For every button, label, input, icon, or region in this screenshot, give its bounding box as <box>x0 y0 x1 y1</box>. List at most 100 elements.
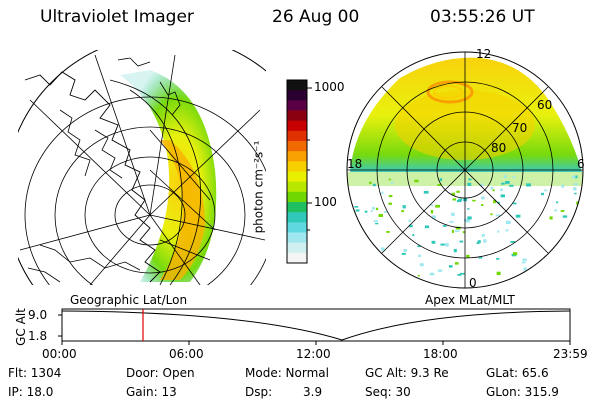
emission-speckle <box>384 211 387 213</box>
emission-speckle <box>417 274 420 277</box>
emission-speckle <box>381 191 384 195</box>
colorbar-swatch <box>287 90 307 101</box>
colorbar-swatch <box>287 212 307 223</box>
emission-speckle <box>493 199 496 204</box>
emission-speckle <box>402 205 406 209</box>
aurora-bright-core <box>160 140 205 280</box>
colorbar <box>286 79 312 264</box>
emission-speckle <box>521 261 526 264</box>
emission-speckle <box>522 258 527 262</box>
colorbar-swatch <box>287 202 307 213</box>
colorbar-swatch <box>287 181 307 193</box>
emission-speckle <box>432 215 436 219</box>
geographic-map <box>18 50 266 285</box>
emission-speckle <box>457 274 462 276</box>
emission-speckle <box>575 175 578 179</box>
emission-speckle <box>373 220 378 222</box>
emission-speckle <box>419 263 424 267</box>
mlt-label-6: 6 <box>577 157 585 171</box>
emission-speckle <box>414 179 419 183</box>
emission-speckle <box>509 184 514 187</box>
timeline-xtick-0000: 00:00 <box>42 347 77 361</box>
emission-speckle <box>572 264 576 267</box>
emission-speckle <box>417 245 421 248</box>
emission-speckle <box>377 264 382 268</box>
timeline-xtick-2359: 23:59 <box>553 347 588 361</box>
emission-speckle <box>451 212 455 217</box>
emission-speckle <box>496 258 500 260</box>
emission-speckle <box>372 183 376 187</box>
emission-speckle <box>378 214 383 217</box>
emission-speckle <box>572 175 576 179</box>
emission-speckle <box>371 248 375 251</box>
coastline <box>24 71 161 283</box>
right-map-caption: Apex MLat/MLT <box>425 293 515 307</box>
emission-speckle <box>510 241 516 243</box>
emission-speckle <box>451 229 454 233</box>
emission-speckle <box>576 251 580 254</box>
emission-speckle <box>472 199 476 202</box>
timeline-ylabel: GC Alt <box>13 308 28 346</box>
emission-speckle <box>571 262 574 264</box>
emission-speckle <box>562 215 568 218</box>
emission-speckle <box>437 184 441 186</box>
emission-speckle <box>478 256 483 259</box>
dsp-value: 3.9 <box>303 385 323 399</box>
emission-speckle <box>547 271 553 276</box>
emission-speckle <box>481 234 485 237</box>
emission-speckle <box>495 214 501 217</box>
colorbar-swatch <box>287 120 307 132</box>
emission-speckle <box>451 192 456 196</box>
emission-speckle <box>458 198 463 201</box>
colorbar-swatch <box>287 232 307 244</box>
emission-speckle <box>490 213 493 216</box>
emission-speckle <box>435 204 441 208</box>
emission-speckle <box>549 216 553 220</box>
emission-speckle <box>455 226 461 230</box>
colorbar-swatch <box>287 110 307 122</box>
colorbar-swatch <box>287 151 307 162</box>
colorbar-swatch <box>287 130 307 142</box>
emission-speckle <box>477 240 481 244</box>
gc-altitude: GC Alt: 9.3 Re <box>365 366 449 380</box>
colorbar-swatch <box>287 141 307 152</box>
altitude-curve <box>61 310 571 341</box>
emission-speckle <box>562 270 565 273</box>
emission-speckle <box>350 223 354 226</box>
emission-speckle <box>380 247 385 251</box>
colorbar-tick-1000: 1000 <box>314 80 345 94</box>
emission-speckle <box>480 183 484 186</box>
emission-speckle <box>409 224 413 228</box>
emission-speckle <box>574 192 577 195</box>
emission-speckle <box>573 183 579 185</box>
date-label: 26 Aug 00 <box>272 7 360 27</box>
colorbar-swatch <box>287 171 307 183</box>
emission-speckle <box>430 204 434 207</box>
timeline-ytick-bottom: 1.8 <box>28 329 48 343</box>
emission-speckle <box>500 188 503 192</box>
emission-speckle <box>448 265 453 268</box>
emission-speckle <box>571 235 575 239</box>
emission-speckle <box>418 254 422 257</box>
emission-speckle <box>496 271 501 276</box>
emission-speckle <box>556 201 559 204</box>
mlat-label-70: 70 <box>512 121 528 135</box>
left-map-caption: Geographic Lat/Lon <box>70 293 188 307</box>
emission-speckle <box>523 267 527 271</box>
emission-speckle <box>388 202 392 205</box>
emission-speckle <box>440 243 445 246</box>
emission-speckle <box>424 225 430 229</box>
emission-speckle <box>561 184 565 188</box>
timeline-panel <box>58 308 571 345</box>
emission-speckle <box>554 209 558 212</box>
emission-speckle <box>497 201 501 204</box>
emission-speckle <box>459 240 464 243</box>
emission-speckle <box>350 220 355 223</box>
emission-speckle <box>481 204 484 206</box>
emission-speckle <box>369 181 372 184</box>
emission-speckle <box>490 186 494 190</box>
emission-speckle <box>497 230 500 233</box>
colorbar-swatch <box>287 242 307 254</box>
door-status: Door: Open <box>126 366 195 380</box>
